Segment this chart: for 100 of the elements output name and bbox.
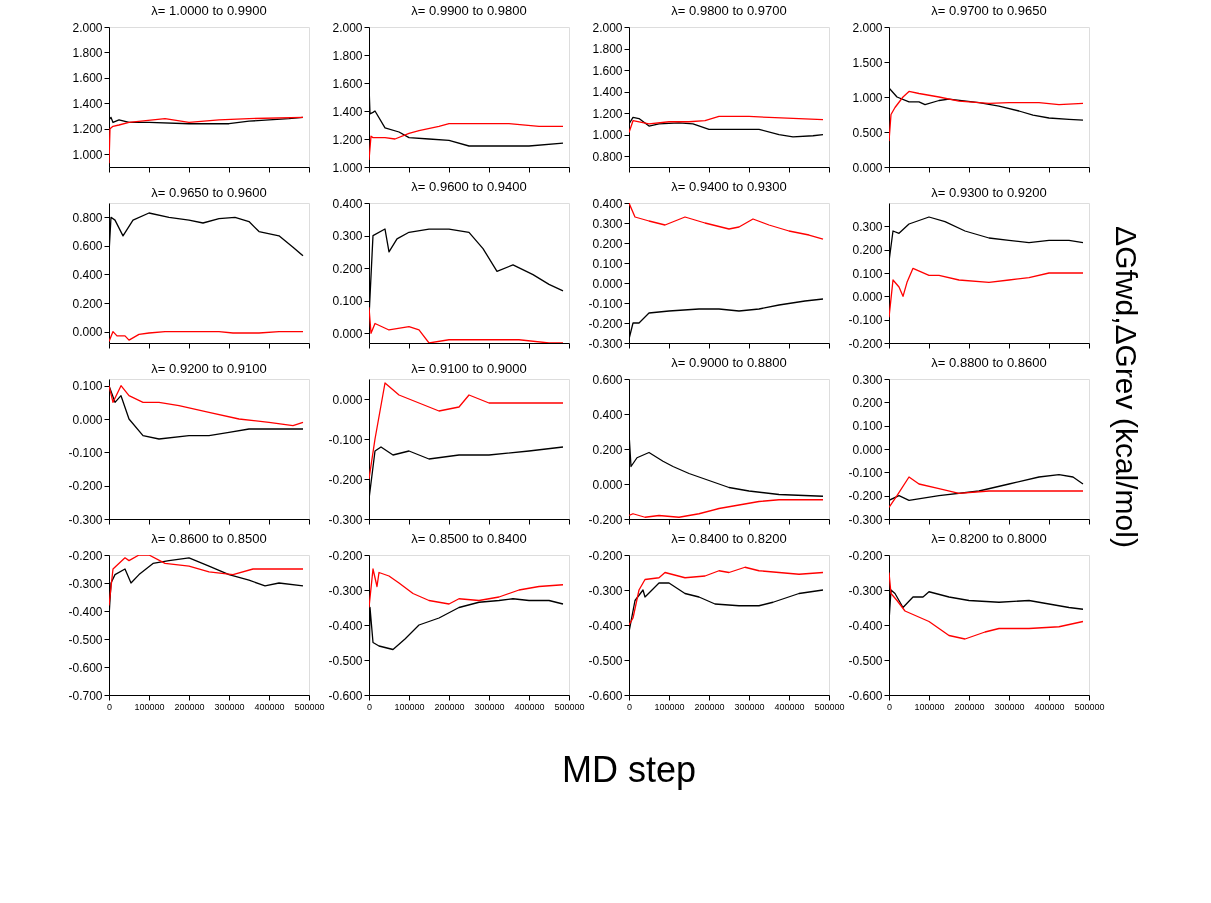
x-tick-label: 300000 xyxy=(214,701,245,712)
y-tick-label: 0.300 xyxy=(592,216,623,231)
y-tick-label: -0.500 xyxy=(68,632,103,647)
y-tick-label: -0.200 xyxy=(328,472,363,487)
y-tick-label: 1.600 xyxy=(332,76,363,91)
y-tick-label: -0.600 xyxy=(848,688,883,703)
x-tick-label: 400000 xyxy=(1034,701,1065,712)
y-tick-label: -0.100 xyxy=(588,296,623,311)
x-tick-label: 300000 xyxy=(734,701,765,712)
y-tick-label: -0.200 xyxy=(848,489,883,504)
y-tick-label: -0.600 xyxy=(68,660,103,675)
y-tick-label: 0.000 xyxy=(852,442,883,457)
x-tick-label: 200000 xyxy=(954,701,985,712)
y-tick-label: -0.600 xyxy=(328,688,363,703)
chart-title: λ= 0.9700 to 0.9650 xyxy=(931,3,1047,18)
y-tick-label: 1.400 xyxy=(332,104,363,119)
y-tick-label: 0.200 xyxy=(332,261,363,276)
y-tick-label: 0.100 xyxy=(592,256,623,271)
x-tick-label: 300000 xyxy=(474,701,505,712)
x-tick-label: 200000 xyxy=(694,701,725,712)
y-tick-label: 0.300 xyxy=(852,372,883,387)
y-tick-label: -0.400 xyxy=(68,604,103,619)
y-tick-label: 0.000 xyxy=(852,289,883,304)
y-tick-label: 0.200 xyxy=(852,395,883,410)
y-tick-label: 0.000 xyxy=(332,392,363,407)
y-tick-label: -0.300 xyxy=(328,583,363,598)
chart-title: λ= 0.9200 to 0.9100 xyxy=(151,361,267,376)
y-tick-label: 1.400 xyxy=(592,85,623,100)
y-tick-label: 0.100 xyxy=(332,294,363,309)
y-tick-label: -0.100 xyxy=(328,432,363,447)
chart-title: λ= 0.9600 to 0.9400 xyxy=(411,179,527,194)
y-tick-label: 0.100 xyxy=(852,266,883,281)
y-tick-label: 0.400 xyxy=(72,267,103,282)
y-tick-label: -0.500 xyxy=(848,653,883,668)
y-tick-label: -0.400 xyxy=(588,618,623,633)
x-tick-label: 400000 xyxy=(514,701,545,712)
y-tick-label: 1.000 xyxy=(72,147,103,162)
y-tick-label: -0.100 xyxy=(848,465,883,480)
y-tick-label: 1.400 xyxy=(72,96,103,111)
chart-title: λ= 0.8200 to 0.8000 xyxy=(931,531,1047,546)
y-tick-label: 0.300 xyxy=(332,229,363,244)
y-tick-label: 0.200 xyxy=(72,296,103,311)
y-tick-label: -0.200 xyxy=(68,548,103,563)
chart-title: λ= 0.8400 to 0.8200 xyxy=(671,531,787,546)
y-tick-label: -0.200 xyxy=(588,512,623,527)
y-tick-label: 0.800 xyxy=(592,149,623,164)
y-tick-label: 2.000 xyxy=(72,20,103,35)
y-tick-label: -0.300 xyxy=(328,512,363,527)
x-tick-label: 500000 xyxy=(294,701,325,712)
y-tick-label: -0.300 xyxy=(68,512,103,527)
chart-title: λ= 0.8800 to 0.8600 xyxy=(931,355,1047,370)
y-tick-label: -0.300 xyxy=(68,576,103,591)
x-tick-label: 0 xyxy=(886,701,893,712)
chart-title: λ= 0.9100 to 0.9000 xyxy=(411,361,527,376)
y-tick-label: 0.100 xyxy=(852,419,883,434)
x-tick-label: 200000 xyxy=(174,701,205,712)
y-tick-label: -0.400 xyxy=(848,618,883,633)
y-tick-label: -0.300 xyxy=(848,583,883,598)
x-tick-label: 100000 xyxy=(914,701,945,712)
y-tick-label: 0.000 xyxy=(852,160,883,175)
x-tick-label: 100000 xyxy=(654,701,685,712)
x-tick-label: 0 xyxy=(626,701,633,712)
chart-title: λ= 0.8500 to 0.8400 xyxy=(411,531,527,546)
y-tick-label: -0.100 xyxy=(848,313,883,328)
chart-title: λ= 0.9000 to 0.8800 xyxy=(671,355,787,370)
x-tick-label: 100000 xyxy=(134,701,165,712)
x-tick-label: 100000 xyxy=(394,701,425,712)
x-tick-label: 300000 xyxy=(994,701,1025,712)
y-tick-label: -0.400 xyxy=(328,618,363,633)
x-tick-label: 400000 xyxy=(774,701,805,712)
chart-title: λ= 0.9650 to 0.9600 xyxy=(151,185,267,200)
y-tick-label: -0.300 xyxy=(588,336,623,351)
y-tick-label: -0.600 xyxy=(588,688,623,703)
y-tick-label: 2.000 xyxy=(592,20,623,35)
y-tick-label: -0.500 xyxy=(328,653,363,668)
x-tick-label: 200000 xyxy=(434,701,465,712)
y-tick-label: -0.200 xyxy=(588,548,623,563)
y-tick-label: 0.400 xyxy=(592,407,623,422)
chart-title: λ= 0.9800 to 0.9700 xyxy=(671,3,787,18)
y-tick-label: 0.100 xyxy=(72,379,103,394)
y-tick-label: 1.600 xyxy=(592,63,623,78)
y-tick-label: -0.200 xyxy=(848,336,883,351)
chart-title: λ= 0.9400 to 0.9300 xyxy=(671,179,787,194)
y-tick-label: 1.000 xyxy=(332,160,363,175)
y-tick-label: -0.100 xyxy=(68,445,103,460)
y-tick-label: 1.500 xyxy=(852,55,883,70)
chart-title: λ= 0.9900 to 0.9800 xyxy=(411,3,527,18)
y-tick-label: 1.800 xyxy=(332,48,363,63)
x-tick-label: 500000 xyxy=(1074,701,1105,712)
y-axis-title: ΔGfwd,ΔGrev (kcal/mol) xyxy=(1110,226,1143,548)
chart-title: λ= 0.8600 to 0.8500 xyxy=(151,531,267,546)
y-tick-label: -0.500 xyxy=(588,653,623,668)
y-tick-label: 0.000 xyxy=(332,326,363,341)
y-tick-label: 0.200 xyxy=(852,243,883,258)
y-tick-label: 1.600 xyxy=(72,71,103,86)
y-tick-label: -0.700 xyxy=(68,688,103,703)
y-tick-label: 1.200 xyxy=(332,132,363,147)
y-tick-label: 1.800 xyxy=(72,45,103,60)
y-tick-label: 0.000 xyxy=(72,412,103,427)
y-tick-label: 0.600 xyxy=(72,239,103,254)
